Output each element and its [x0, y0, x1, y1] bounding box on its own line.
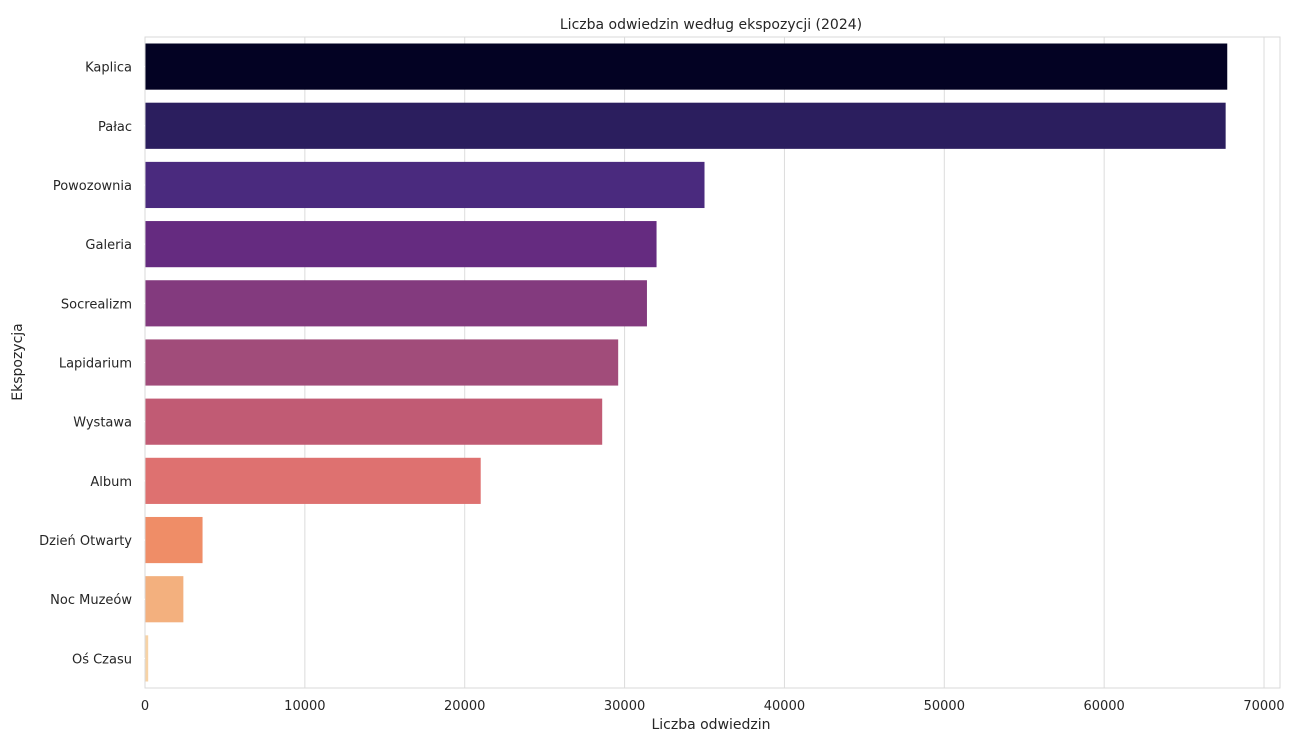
- bar-kaplica: [145, 43, 1228, 90]
- bar-oś-czasu: [145, 635, 149, 682]
- x-tick-label: 0: [141, 699, 149, 714]
- y-tick-label: Dzień Otwarty: [39, 534, 132, 549]
- bar-socrealizm: [145, 280, 647, 327]
- chart-title: Liczba odwiedzin według ekspozycji (2024…: [560, 17, 862, 33]
- x-tick-label: 60000: [1083, 699, 1124, 714]
- x-tick-label: 10000: [284, 699, 325, 714]
- y-tick-label: Pałac: [98, 120, 132, 135]
- x-tick-label: 20000: [444, 699, 485, 714]
- x-tick-label: 70000: [1243, 699, 1284, 714]
- y-axis-label: Ekspozycja: [10, 323, 26, 401]
- y-tick-label: Galeria: [85, 238, 132, 253]
- bar-galeria: [145, 221, 657, 268]
- bar-lapidarium: [145, 339, 619, 386]
- x-tick-label: 30000: [604, 699, 645, 714]
- x-tick-labels: 0 10000 20000 30000 40000 50000 60000 70000: [141, 699, 1285, 714]
- y-tick-label: Kaplica: [85, 61, 132, 76]
- y-tick-label: Lapidarium: [59, 357, 132, 372]
- bar-powozownia: [145, 161, 705, 209]
- y-tick-label: Noc Muzeów: [50, 593, 132, 608]
- y-tick-label: Powozownia: [53, 179, 132, 194]
- x-tick-label: 40000: [764, 699, 805, 714]
- y-tick-label: Oś Czasu: [72, 652, 132, 667]
- x-tick-label: 50000: [924, 699, 965, 714]
- x-axis-label: Liczba odwiedzin: [651, 717, 770, 733]
- bars: [145, 43, 1228, 682]
- y-tick-label: Wystawa: [73, 416, 132, 431]
- bar-noc-muzeów: [145, 576, 184, 623]
- bar-wystawa: [145, 398, 603, 445]
- bar-album: [145, 457, 481, 504]
- y-tick-labels: Kaplica Pałac Powozownia Galeria Socrealizm L…: [39, 61, 145, 667]
- y-tick-label: Socrealizm: [61, 297, 132, 312]
- bar-dzień-otwarty: [145, 516, 203, 564]
- y-tick-label: Album: [90, 475, 132, 490]
- bar-pałac: [145, 102, 1226, 149]
